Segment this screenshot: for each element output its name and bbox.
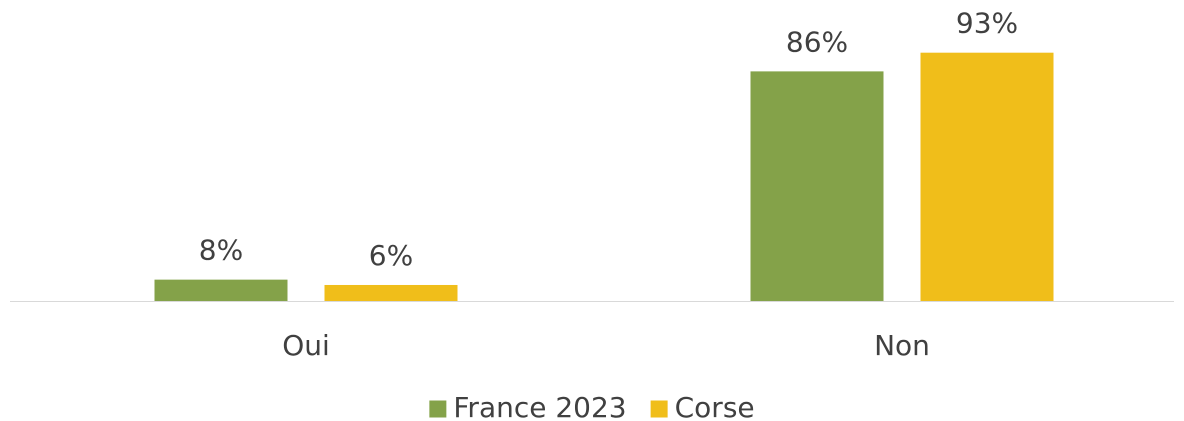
bar — [750, 71, 884, 301]
data-label: 93% — [956, 7, 1018, 40]
x-tick-label: Non — [874, 329, 930, 362]
legend-swatch — [429, 400, 447, 418]
bar — [154, 279, 288, 301]
data-label: 86% — [786, 25, 848, 58]
bar — [324, 284, 458, 301]
legend-swatch — [650, 400, 668, 418]
data-label: 6% — [369, 239, 413, 272]
x-tick-label: Oui — [282, 329, 330, 362]
data-label: 8% — [199, 234, 243, 267]
legend-label: Corse — [675, 391, 755, 421]
bar — [920, 52, 1054, 301]
legend-label: France 2023 — [453, 391, 626, 421]
